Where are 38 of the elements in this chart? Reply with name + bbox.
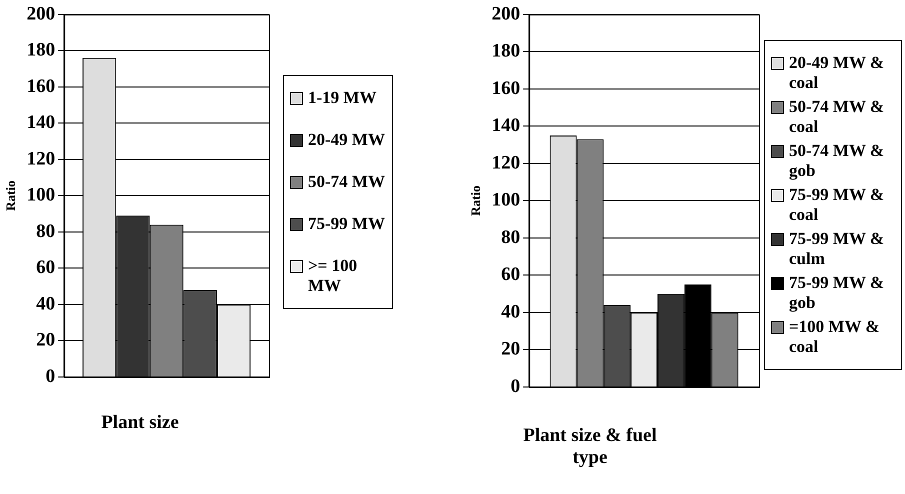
y-tick-label: 60 [36,257,56,278]
legend-label: 75-99 MW & culm [789,229,886,269]
y-tick-label: 200 [26,3,56,24]
legend-label: 50-74 MW & coal [789,97,886,137]
legend-label: 50-74 MW & gob [789,141,886,181]
legend-label: >= 100 MW [308,256,358,296]
y-tick-label: 180 [26,40,56,61]
y-tick-label: 100 [492,190,520,211]
legend-label: 50-74 MW [308,172,385,192]
legend-label: 75-99 MW [308,214,385,234]
y-tick-label: 80 [36,220,56,242]
y-tick-label: 20 [36,330,56,351]
y-tick-label: 100 [26,184,56,206]
y-axis-title: Ratio [3,180,18,211]
y-tick-label: 60 [501,264,520,286]
y-tick-label: 40 [501,301,520,322]
y-tick-label: 120 [26,148,56,170]
y-tick-label: 20 [501,338,520,360]
y-tick-label: 40 [36,293,56,314]
legend-label: 20-49 MW [308,130,385,150]
y-tick-label: 160 [492,78,520,99]
y-tick-label: 160 [26,76,56,97]
y-tick-label: 140 [492,115,520,136]
legend-label: 1-19 MW [308,88,376,108]
legend-label: 20-49 MW & coal [789,53,886,93]
y-tick-label: 0 [510,376,520,397]
y-tick-label: 140 [26,112,56,134]
y-tick-label: 180 [492,40,520,62]
legend-label: 75-99 MW & coal [789,185,886,225]
legend-label: 75-99 MW & gob [789,273,886,313]
legend-label: =100 MW & coal [789,317,881,357]
y-tick-label: 80 [501,226,520,248]
y-tick-label: 0 [46,366,56,387]
y-tick-label: 120 [492,152,520,174]
x-axis-title: Plant size [100,412,180,434]
x-axis-title: Plant size & fuel type [522,425,658,469]
y-tick-label: 200 [492,3,520,24]
y-axis-title: Ratio [468,186,484,216]
